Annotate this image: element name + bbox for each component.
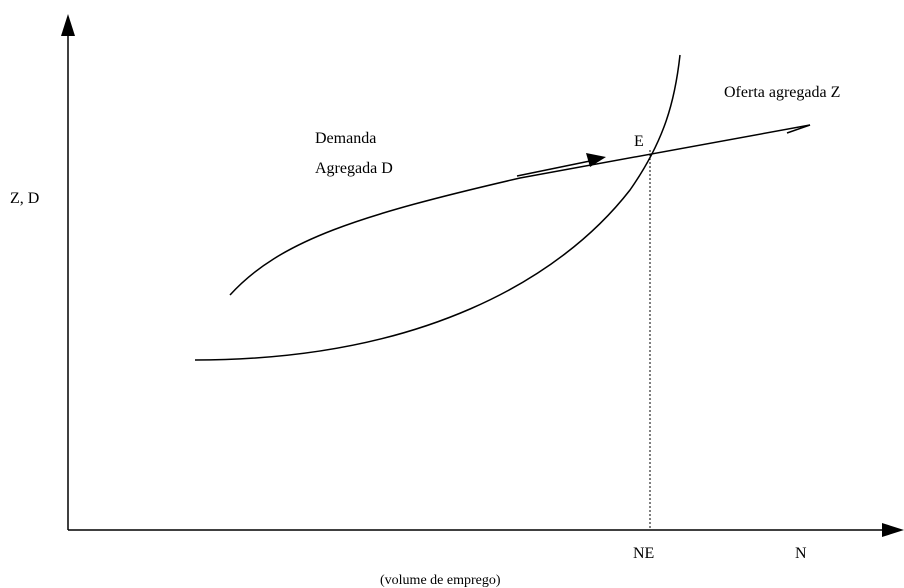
x-point-label: NE <box>633 545 654 562</box>
supply-curve <box>194 54 681 361</box>
point-label: E <box>634 133 644 150</box>
supply-label: Oferta agregada Z <box>724 84 840 101</box>
x-caption: (volume de emprego) <box>380 573 501 588</box>
x-label: N <box>795 545 807 562</box>
y-label: Z, D <box>10 190 39 207</box>
demand-label: Agregada D <box>315 160 393 177</box>
demand-curve-tip <box>786 124 811 134</box>
demand-curve <box>229 124 811 296</box>
demand-label: Demanda <box>315 130 376 147</box>
y-axis-arrow <box>61 14 75 36</box>
direction-arrowhead <box>586 153 606 167</box>
direction-arrow <box>516 160 591 177</box>
x-axis-arrow <box>882 523 904 537</box>
